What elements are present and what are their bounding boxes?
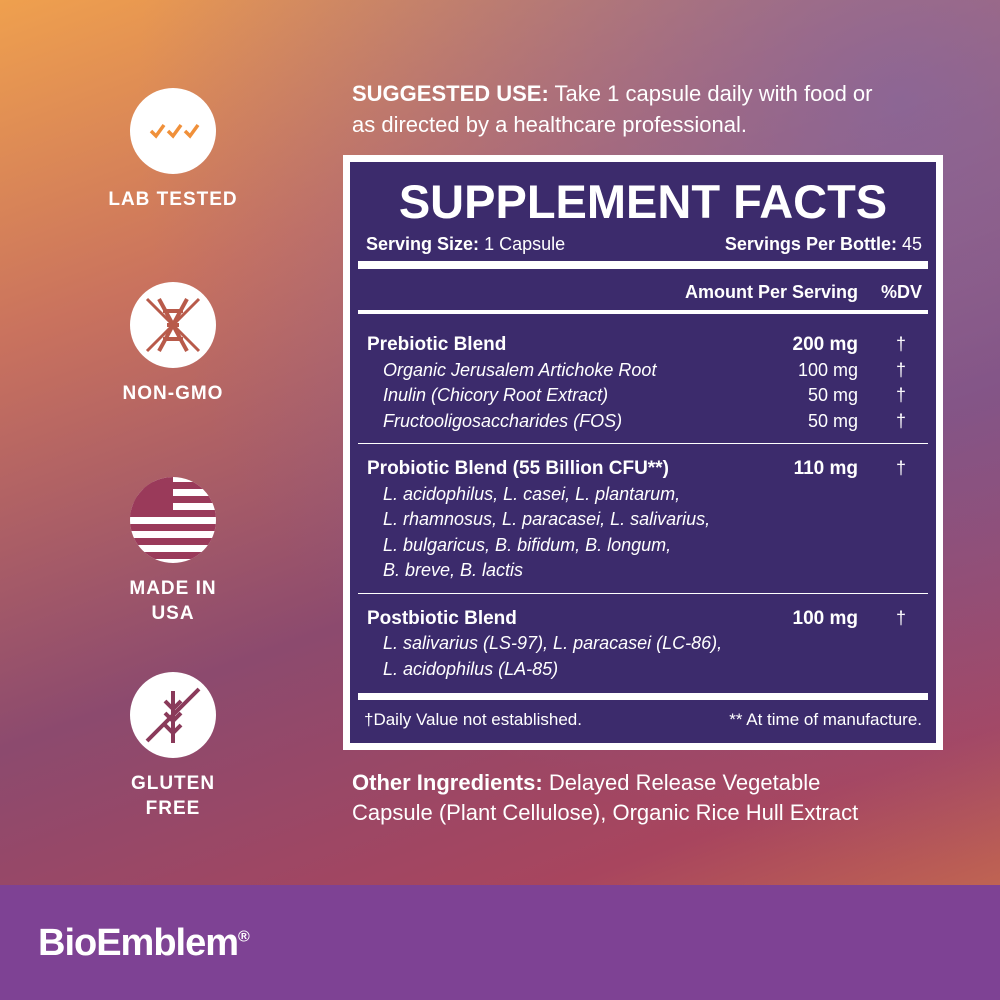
badge: GLUTEN FREE <box>88 671 258 821</box>
rule <box>358 693 928 700</box>
badge: LAB TESTED <box>88 87 258 212</box>
badge-icon <box>130 672 216 758</box>
strains: L. rhamnosus, L. paracasei, L. salivariu… <box>383 509 711 529</box>
strain-row: L. acidophilus (LA-85) <box>358 657 928 683</box>
facts-panel: SUPPLEMENT FACTS Serving Size: 1 Capsule… <box>343 155 943 750</box>
item-name: Fructooligosaccharides (FOS) <box>383 410 623 431</box>
item-row: Inulin (Chicory Root Extract) 50 mg † <box>358 383 928 409</box>
badge-label: GLUTEN <box>130 773 216 794</box>
strain-row: B. breve, B. lactis <box>358 558 928 584</box>
item-row: Fructooligosaccharides (FOS) 50 mg † <box>358 409 928 435</box>
footnote: †Daily Value not established. <box>364 710 582 729</box>
blend-name: Probiotic Blend (55 Billion CFU**) <box>367 458 669 479</box>
badge-label: FREE <box>145 798 201 819</box>
text: Delayed Release Vegetable <box>548 770 821 795</box>
label: Serving Size: <box>366 234 480 254</box>
badge: MADE IN USA <box>88 476 258 626</box>
strains: L. salivarius (LS-97), L. paracasei (LC-… <box>383 633 723 653</box>
value: 1 Capsule <box>484 234 566 254</box>
blend-amount: 110 mg <box>793 458 858 479</box>
strains: L. acidophilus (LA-85) <box>383 658 559 679</box>
blend-name: Postbiotic Blend <box>367 607 517 629</box>
badge-label: USA <box>151 603 195 624</box>
blend: Prebiotic Blend 200 mg † Organic Jerusalem … <box>358 320 928 444</box>
item-name: Organic Jerusalem Artichoke Root <box>383 359 657 380</box>
text: Take 1 capsule daily with food or <box>554 81 873 106</box>
blend-amount: 100 mg <box>792 607 858 629</box>
blend: Probiotic Blend (55 Billion CFU**) 110 mg… <box>358 444 928 594</box>
badge-label: LAB TESTED <box>108 189 238 210</box>
blend-amount: 200 mg <box>792 334 858 355</box>
badge: NON-GMO <box>88 281 258 406</box>
strain-row: L. bulgaricus, B. bifidum, B. longum, <box>358 533 928 559</box>
badge-icon <box>130 282 216 368</box>
blends: Prebiotic Blend 200 mg † Organic Jerusalem … <box>358 320 928 691</box>
brand-name: BioEmblem <box>38 922 239 964</box>
badge-icon <box>130 88 216 174</box>
servings-per-bottle: Servings Per Bottle: 45 <box>725 234 922 255</box>
blend-dv: † <box>895 607 906 628</box>
badge-label: NON-GMO <box>122 383 224 404</box>
other-ingredients: Other Ingredients: Delayed Release Veget… <box>352 768 858 828</box>
item-dv: † <box>895 385 906 405</box>
strains: L. bulgaricus, B. bifidum, B. longum, <box>383 534 672 555</box>
brand-band <box>0 885 1000 1000</box>
item-name: Inulin (Chicory Root Extract) <box>383 385 609 405</box>
rule <box>358 310 928 314</box>
column: Amount Per Serving <box>684 282 858 302</box>
badge-label: MADE IN <box>129 578 217 599</box>
column: %DV <box>880 282 922 302</box>
item-dv: † <box>895 359 906 380</box>
strain-row: L. salivarius (LS-97), L. paracasei (LC-… <box>358 631 928 657</box>
brand: BioEmblem® <box>38 922 250 965</box>
strain-row: L. rhamnosus, L. paracasei, L. salivariu… <box>358 507 928 533</box>
column-header: Amount Per Serving %DV <box>350 282 936 304</box>
facts-title: SUPPLEMENT FACTS <box>398 175 888 228</box>
suggested-use: SUGGESTED USE: Take 1 capsule daily with… <box>352 78 873 140</box>
item-amount: 50 mg <box>807 385 858 405</box>
text: as directed by a healthcare professional… <box>352 112 748 137</box>
label: Servings Per Bottle: <box>724 234 897 254</box>
blend-row: Postbiotic Blend 100 mg † <box>358 606 928 632</box>
facts-inner: SUPPLEMENT FACTS Serving Size: 1 Capsule… <box>350 162 936 743</box>
serving-size: Serving Size: 1 Capsule <box>366 234 565 255</box>
value: 45 <box>901 234 922 254</box>
item-amount: 50 mg <box>807 410 858 431</box>
brand-mark: ® <box>238 928 250 946</box>
blend-dv: † <box>895 334 906 354</box>
item-amount: 100 mg <box>797 359 858 380</box>
item-dv: † <box>895 410 906 431</box>
strains: B. breve, B. lactis <box>383 560 524 580</box>
strains: L. acidophilus, L. casei, L. plantarum, <box>383 483 681 504</box>
item-row: Organic Jerusalem Artichoke Root 100 mg † <box>358 358 928 384</box>
blend: Postbiotic Blend 100 mg † L. salivarius (LS… <box>358 594 928 692</box>
blend-dv: † <box>895 458 906 478</box>
blend-row: Prebiotic Blend 200 mg † <box>358 332 928 358</box>
text: Capsule (Plant Cellulose), Organic Rice … <box>352 800 859 825</box>
footnote: ** At time of manufacture. <box>729 710 922 729</box>
label: SUGGESTED USE: <box>352 81 549 106</box>
rule <box>358 261 928 269</box>
strain-row: L. acidophilus, L. casei, L. plantarum, <box>358 482 928 508</box>
blend-name: Prebiotic Blend <box>367 334 507 355</box>
label: Other Ingredients: <box>352 770 543 795</box>
blend-row: Probiotic Blend (55 Billion CFU**) 110 mg… <box>358 456 928 482</box>
badge-icon <box>130 477 216 563</box>
